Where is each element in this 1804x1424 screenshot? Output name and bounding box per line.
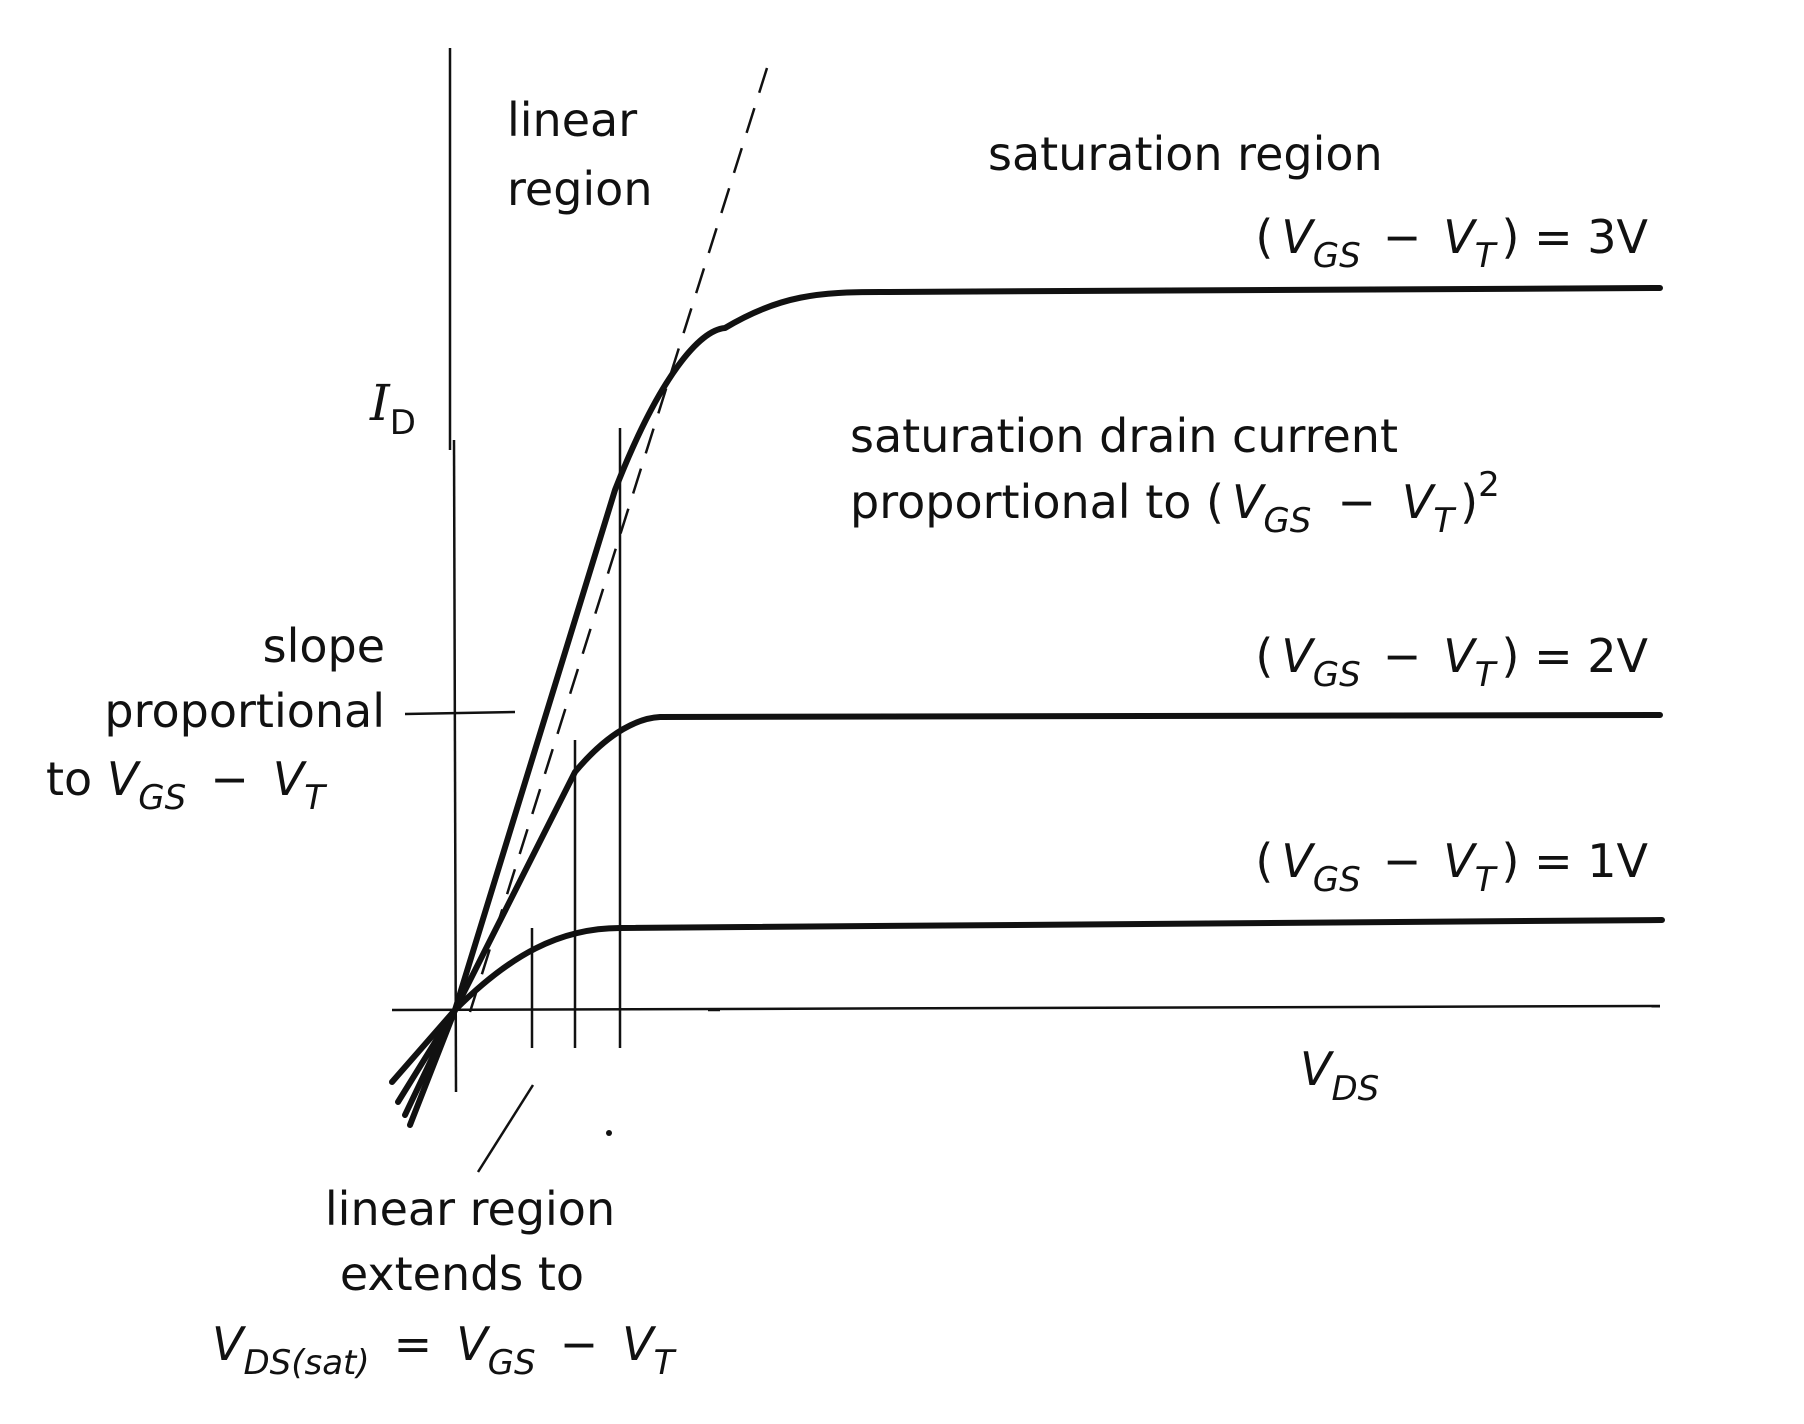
curve-label-2v-minus: − <box>1383 629 1422 683</box>
y-axis-main: I <box>369 374 391 432</box>
sat-current-line2-close: ) <box>1460 475 1478 529</box>
curve-label-1v: (VGS − VT) = 1V <box>1255 834 1648 900</box>
sat-current-line2-text: proportional to ( <box>850 475 1224 529</box>
y-axis-sub: D <box>390 403 416 443</box>
curve-label-3v: (VGS − VT) = 3V <box>1255 210 1648 276</box>
linear-ext-line1: linear region <box>325 1182 615 1236</box>
curve-label-1v-s1: GS <box>1313 860 1361 900</box>
slope-line2: proportional <box>104 684 385 738</box>
y-axis-lower <box>452 439 458 1093</box>
curve-label-3v-s1: GS <box>1313 236 1361 276</box>
curve-label-1v-rhs: = 1V <box>1519 834 1648 888</box>
tail-3 <box>402 1007 458 1118</box>
slope-line3-v2: V <box>273 752 308 806</box>
curve-label-2v: (VGS − VT) = 2V <box>1255 629 1648 695</box>
sat-current-line1: saturation drain current <box>850 409 1398 463</box>
x-axis-label: VDS <box>1300 1042 1379 1109</box>
linear-ext-line3: VDS(sat) = VGS − VT <box>212 1317 677 1383</box>
curve-vgs-2v <box>452 712 1663 1013</box>
linear-ext-line3-eq: = <box>394 1317 433 1371</box>
linear-ext-line3-s2: GS <box>488 1343 536 1383</box>
curve-label-2v-s1: GS <box>1313 655 1361 695</box>
linear-extent-pointer-line <box>476 1084 535 1173</box>
linear-ext-line3-v2: V <box>456 1317 491 1371</box>
slope-line3-minus: − <box>210 752 249 806</box>
y-axis-label: ID <box>369 374 416 443</box>
curve-vgs-3v <box>407 285 1663 1128</box>
sat-current-line2-exp: 2 <box>1478 465 1500 505</box>
sat-current-line2-minus: − <box>1337 475 1376 529</box>
sat-current-line2-v2: V <box>1402 475 1437 529</box>
x-axis-main: V <box>1300 1042 1335 1096</box>
slope-line1: slope <box>263 619 385 673</box>
linear-region-label-line1: linear <box>507 93 637 147</box>
curve-label-2v-close: ) <box>1502 629 1520 683</box>
sat-current-line2: proportional to (VGS − VT)2 <box>850 465 1500 541</box>
x-axis-sub: DS <box>1331 1069 1379 1109</box>
curve-label-1v-v1: V <box>1281 834 1316 888</box>
curve-label-2v-v1: V <box>1281 629 1316 683</box>
linear-region-label-line2: region <box>507 162 652 216</box>
curve-label-2v-open: ( <box>1255 629 1273 683</box>
curve-label-3v-open: ( <box>1255 210 1273 264</box>
slope-line3-v1: V <box>107 752 142 806</box>
stray-dot <box>606 1130 612 1136</box>
curve-label-3v-rhs: = 3V <box>1519 210 1648 264</box>
curve-label-3v-v1: V <box>1281 210 1316 264</box>
curve-label-1v-open: ( <box>1255 834 1273 888</box>
curve-label-2v-v2: V <box>1443 629 1478 683</box>
curve-label-3v-v2: V <box>1443 210 1478 264</box>
slope-line3-text: to <box>46 752 107 806</box>
curve-label-1v-v2: V <box>1443 834 1478 888</box>
slope-pointer-line <box>404 710 516 716</box>
linear-ext-line3-s3: T <box>654 1343 677 1383</box>
curve-label-3v-s2: T <box>1475 236 1498 276</box>
linear-ext-line3-s1: DS(sat) <box>243 1343 369 1383</box>
x-axis <box>391 1004 1661 1012</box>
linear-ext-line3-v3: V <box>622 1317 657 1371</box>
curve-label-3v-minus: − <box>1383 210 1422 264</box>
curve-label-1v-s2: T <box>1475 860 1498 900</box>
saturation-region-label: saturation region <box>988 127 1383 181</box>
sat-current-line2-s1: GS <box>1263 501 1311 541</box>
linear-ext-line3-v1: V <box>212 1317 247 1371</box>
sat-current-line2-v1: V <box>1232 475 1267 529</box>
linear-ext-line3-minus: − <box>560 1317 599 1371</box>
curve-label-3v-close: ) <box>1502 210 1520 264</box>
slope-line3-s1: GS <box>138 778 186 818</box>
sat-current-line2-s2: T <box>1433 501 1456 541</box>
curve-label-1v-close: ) <box>1502 834 1520 888</box>
curve-label-1v-minus: − <box>1383 834 1422 888</box>
curve-label-2v-rhs: = 2V <box>1519 629 1648 683</box>
linear-ext-line2: extends to <box>340 1247 584 1301</box>
slope-line3: to VGS − VT <box>46 752 327 818</box>
curve-label-2v-s2: T <box>1475 655 1498 695</box>
curve-vgs-1v <box>452 917 1665 1013</box>
slope-line3-s2: T <box>304 778 327 818</box>
